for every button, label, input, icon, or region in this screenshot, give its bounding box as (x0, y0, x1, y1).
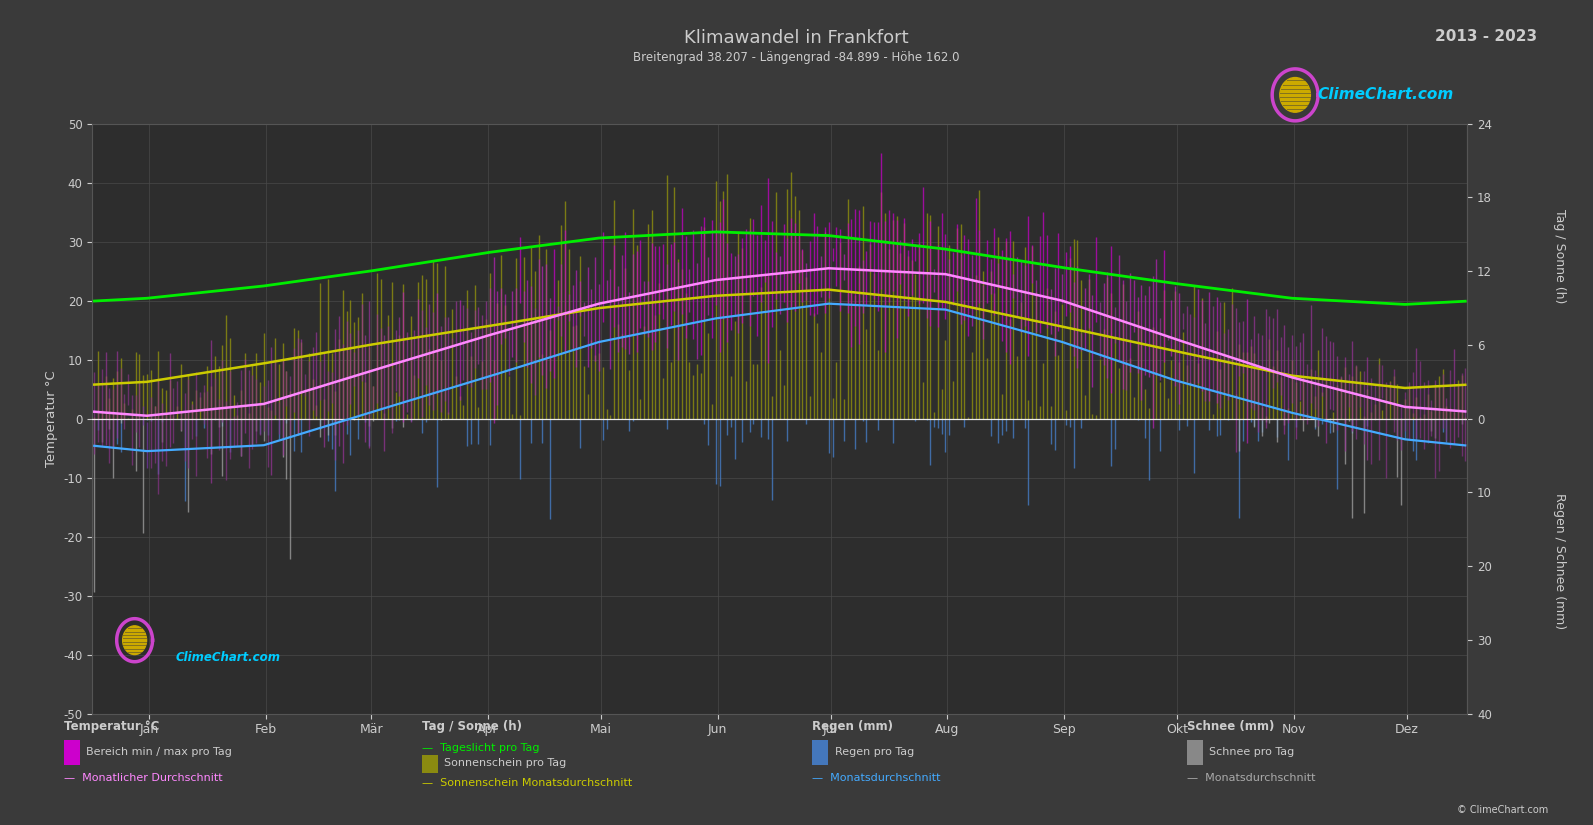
Text: Regen pro Tag: Regen pro Tag (835, 747, 914, 757)
Text: —  Monatlicher Durchschnitt: — Monatlicher Durchschnitt (64, 773, 223, 783)
Text: Schnee pro Tag: Schnee pro Tag (1209, 747, 1295, 757)
Text: © ClimeChart.com: © ClimeChart.com (1458, 805, 1548, 815)
Text: —  Tageslicht pro Tag: — Tageslicht pro Tag (422, 743, 540, 753)
Text: Klimawandel in Frankfort: Klimawandel in Frankfort (683, 29, 910, 47)
Text: Tag / Sonne (h): Tag / Sonne (h) (1553, 209, 1566, 303)
Text: ClimeChart.com: ClimeChart.com (1317, 87, 1454, 102)
Text: ClimeChart.com: ClimeChart.com (175, 651, 280, 663)
Text: Temperatur °C: Temperatur °C (64, 720, 159, 733)
Text: Regen (mm): Regen (mm) (812, 720, 894, 733)
Y-axis label: Temperatur °C: Temperatur °C (45, 370, 57, 467)
Circle shape (1279, 78, 1311, 112)
Text: Tag / Sonne (h): Tag / Sonne (h) (422, 720, 523, 733)
Text: Sonnenschein pro Tag: Sonnenschein pro Tag (444, 758, 567, 768)
Text: Breitengrad 38.207 - Längengrad -84.899 - Höhe 162.0: Breitengrad 38.207 - Längengrad -84.899 … (634, 51, 959, 64)
Text: Bereich min / max pro Tag: Bereich min / max pro Tag (86, 747, 233, 757)
Text: 2013 - 2023: 2013 - 2023 (1435, 29, 1537, 44)
Text: Schnee (mm): Schnee (mm) (1187, 720, 1274, 733)
Text: Regen / Schnee (mm): Regen / Schnee (mm) (1553, 493, 1566, 629)
Text: —  Monatsdurchschnitt: — Monatsdurchschnitt (812, 773, 941, 783)
Circle shape (123, 626, 147, 654)
Text: —  Monatsdurchschnitt: — Monatsdurchschnitt (1187, 773, 1316, 783)
Text: —  Sonnenschein Monatsdurchschnitt: — Sonnenschein Monatsdurchschnitt (422, 778, 632, 788)
